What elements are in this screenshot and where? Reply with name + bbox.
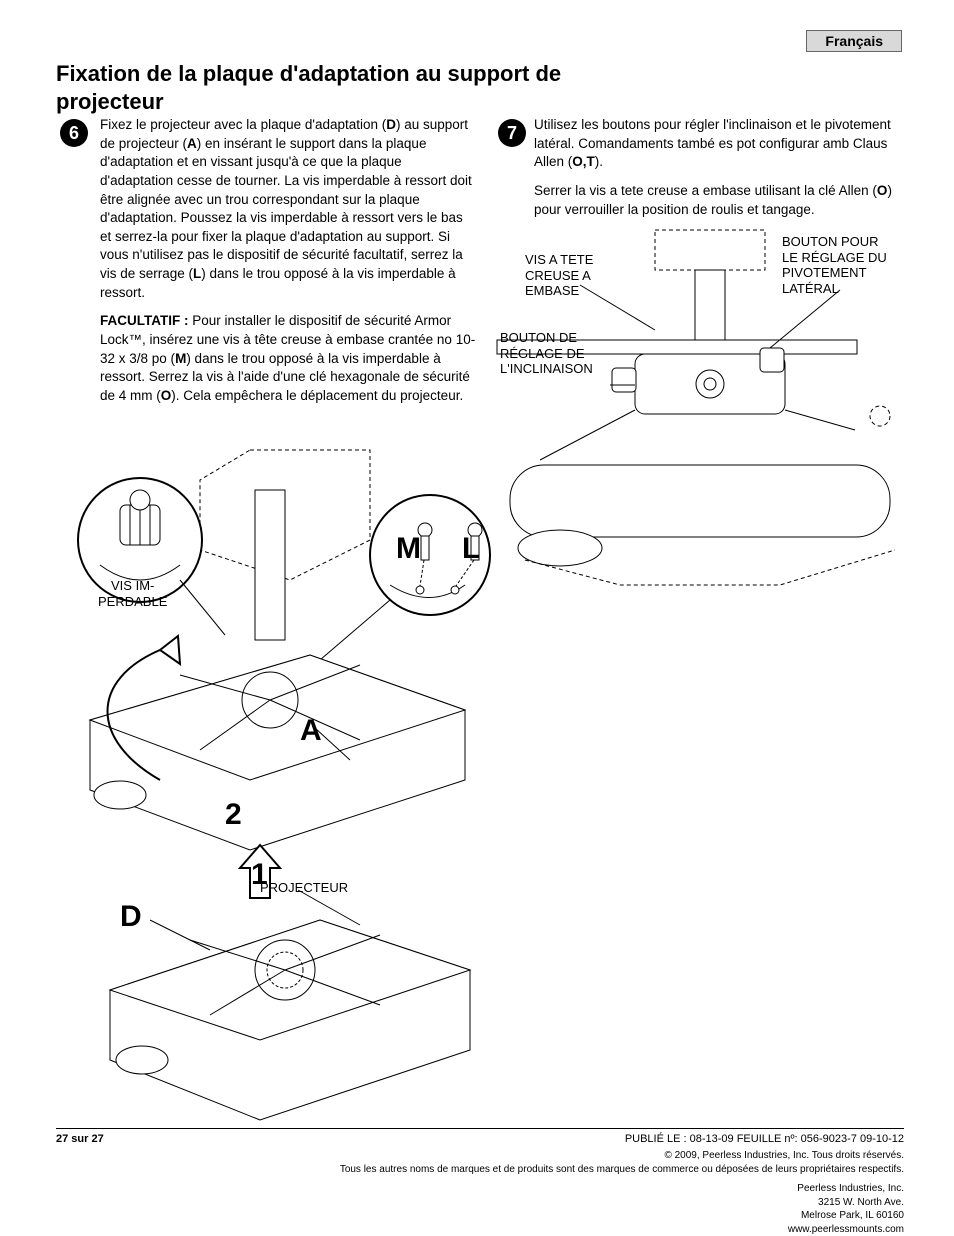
txt: Fixez le projecteur avec la plaque d'ada… [100, 117, 386, 132]
page-count: 27 sur 27 [56, 1133, 104, 1145]
letter-D: D [120, 900, 142, 934]
addr2: 3215 W. North Ave. [56, 1196, 904, 1210]
step7-para1: Utilisez les boutons pour régler l'incli… [534, 116, 900, 172]
step-number-7: 7 [498, 119, 526, 147]
ref-M: M [175, 351, 186, 366]
label-vis-tete: VIS A TETE CREUSE A EMBASE [525, 252, 593, 299]
letter-A: A [300, 714, 322, 748]
step6-para2: FACULTATIF : Pour installer le dispositi… [100, 312, 476, 405]
ref-A: A [187, 136, 197, 151]
language-badge: Français [806, 30, 902, 52]
step6-para1: Fixez le projecteur avec la plaque d'ada… [100, 116, 476, 302]
figure-step6: VIS IM- PERDABLE M L A 2 1 D PROJECTEUR [60, 450, 490, 1130]
step7-body: Utilisez les boutons pour régler l'incli… [534, 116, 900, 229]
txt: ) en insérant le support dans la plaque … [100, 136, 472, 281]
footer-divider [56, 1128, 904, 1129]
txt: ). [595, 154, 603, 169]
step-number-6: 6 [60, 119, 88, 147]
txt: ). Cela empêchera le déplacement du proj… [171, 388, 463, 403]
diagram-svg-left [60, 450, 500, 1140]
optional-lead: FACULTATIF : [100, 313, 192, 328]
addr3: Melrose Park, IL 60160 [56, 1209, 904, 1223]
label-vis-imperdable: VIS IM- PERDABLE [98, 578, 167, 609]
label-projecteur: PROJECTEUR [260, 880, 348, 896]
letter-M: M [396, 532, 421, 566]
step7-para2: Serrer la vis a tete creuse a embase uti… [534, 182, 900, 219]
page-title: Fixation de la plaque d'adaptation au su… [56, 60, 576, 115]
step6-body: Fixez le projecteur avec la plaque d'ada… [100, 116, 476, 415]
publish-line: PUBLIÉ LE : 08-13-09 FEUILLE nº: 056-902… [625, 1133, 904, 1145]
letter-L: L [462, 532, 480, 566]
ref-D: D [386, 117, 396, 132]
label-bouton-incl: BOUTON DE RÉGLAGE DE L'INCLINAISON [500, 330, 593, 377]
ref-O: O [161, 388, 172, 403]
label-two: 2 [225, 798, 242, 832]
addr1: Peerless Industries, Inc. [56, 1182, 904, 1196]
txt: Serrer la vis a tete creuse a embase uti… [534, 183, 877, 198]
trademark-line: Tous les autres noms de marques et de pr… [56, 1163, 904, 1177]
label-bouton-pivot: BOUTON POUR LE RÉGLAGE DU PIVOTEMENT LAT… [782, 234, 887, 296]
footer: 27 sur 27 PUBLIÉ LE : 08-13-09 FEUILLE n… [56, 1133, 904, 1236]
figure-step7: VIS A TETE CREUSE A EMBASE BOUTON POUR L… [500, 230, 900, 590]
ref-OT: O,T [572, 154, 595, 169]
ref-O: O [877, 183, 888, 198]
addr4: www.peerlessmounts.com [56, 1223, 904, 1236]
copyright-line: © 2009, Peerless Industries, Inc. Tous d… [56, 1149, 904, 1163]
